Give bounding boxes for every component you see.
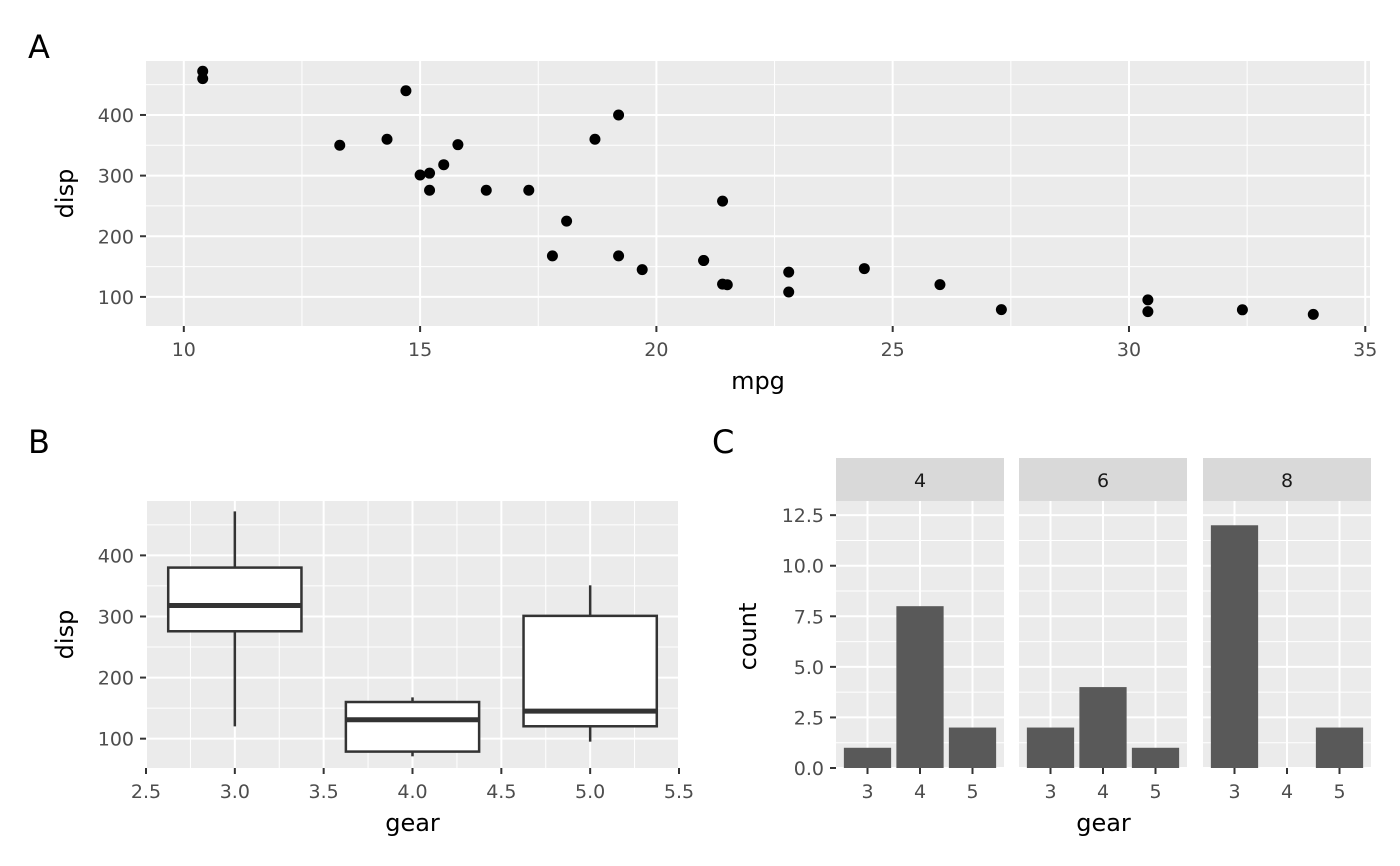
x-axis-label: mpg (731, 367, 785, 395)
facet-strip-label: 8 (1281, 470, 1293, 492)
faceted-bar-chart-gear-count: 4 3 4 5 6 3 4 5 8 3 4 5 0.0 2.5 5.0 7.5 10.0 12.5 gear coun… (734, 458, 1371, 837)
data-point (636, 264, 648, 276)
x-tick-label: 4 (1281, 781, 1293, 803)
data-point (783, 286, 795, 298)
data-point (334, 139, 346, 151)
bar (843, 747, 892, 768)
data-point (613, 250, 625, 262)
facet-strip-label: 6 (1097, 470, 1109, 492)
y-tick-label: 400 (98, 105, 134, 127)
data-point (783, 266, 795, 278)
y-tick-label: 2.5 (794, 707, 824, 729)
x-tick-label: 4 (914, 781, 926, 803)
box (344, 700, 481, 753)
y-tick-label: 12.5 (782, 505, 824, 527)
x-tick-label: 35 (1353, 339, 1377, 361)
data-point (480, 184, 492, 196)
data-point (934, 279, 946, 291)
data-point (995, 304, 1007, 316)
panel-tag-c: C (712, 423, 734, 461)
y-axis-label: disp (51, 610, 79, 660)
y-axis-label: disp (51, 169, 79, 219)
x-axis-label: gear (1076, 809, 1131, 837)
y-tick-label: 0.0 (794, 758, 824, 780)
bar (1026, 727, 1075, 768)
data-point (197, 73, 209, 85)
data-point (452, 139, 464, 151)
x-tick-label: 3 (861, 781, 873, 803)
y-tick-label: 300 (98, 606, 134, 628)
y-tick-label: 10.0 (782, 556, 824, 578)
x-tick-label: 20 (644, 339, 668, 361)
facet-strip (1203, 458, 1371, 501)
x-tick-label: 3 (1228, 781, 1240, 803)
box (166, 566, 303, 633)
data-point (561, 215, 573, 227)
x-tick-label: 5 (1149, 781, 1161, 803)
data-point (613, 109, 625, 121)
x-tick-label: 25 (881, 339, 905, 361)
y-tick-label: 7.5 (794, 606, 824, 628)
x-tick-label: 10 (172, 339, 196, 361)
facet-strip (836, 458, 1004, 501)
box (522, 614, 659, 728)
data-point (414, 169, 426, 181)
bar (948, 727, 997, 768)
data-point (400, 85, 412, 97)
y-tick-label: 400 (98, 545, 134, 567)
data-point (424, 167, 436, 179)
x-tick-label: 4.5 (486, 781, 516, 803)
y-tick-label: 100 (98, 287, 134, 309)
bar (1079, 687, 1127, 768)
facet-strip-label: 4 (914, 470, 926, 492)
data-point (1142, 306, 1154, 318)
data-point (546, 250, 558, 262)
y-tick-label: 300 (98, 166, 134, 188)
panel-tag-b: B (28, 423, 50, 461)
data-point (523, 184, 535, 196)
boxplot-gear-disp: 2.5 3.0 3.5 4.0 4.5 5.0 5.5 100 200 300 400 gear dis… (51, 501, 694, 837)
x-tick-label: 3.0 (220, 781, 250, 803)
x-tick-label: 5.0 (575, 781, 605, 803)
x-axis-label: gear (385, 809, 440, 837)
bar (896, 606, 944, 768)
panel-background (146, 61, 1370, 326)
scatter-plot-mpg-disp: 10 15 20 25 30 35 100 200 300 400 mpg disp (51, 61, 1377, 395)
x-tick-label: 5 (966, 781, 978, 803)
data-point (717, 195, 729, 207)
data-point (381, 133, 393, 145)
facet-strip (1019, 458, 1187, 501)
y-axis-label: count (734, 603, 762, 671)
data-point (698, 255, 710, 267)
data-point (438, 159, 450, 171)
data-point (717, 278, 729, 290)
x-tick-label: 4.0 (397, 781, 427, 803)
x-tick-label: 2.5 (131, 781, 161, 803)
x-tick-label: 30 (1117, 339, 1141, 361)
data-point (1307, 308, 1319, 320)
data-point (1236, 304, 1248, 316)
data-point (589, 133, 601, 145)
x-tick-label: 4 (1097, 781, 1109, 803)
x-tick-label: 5 (1333, 781, 1345, 803)
panel-tag-a: A (28, 28, 50, 66)
bar (1210, 525, 1259, 768)
y-tick-label: 100 (98, 729, 134, 751)
data-point (858, 263, 870, 275)
x-tick-label: 3 (1044, 781, 1056, 803)
x-tick-label: 5.5 (664, 781, 694, 803)
x-tick-label: 3.5 (309, 781, 339, 803)
data-point (1142, 294, 1154, 306)
bar (1315, 727, 1364, 768)
y-tick-label: 200 (98, 226, 134, 248)
y-tick-label: 200 (98, 668, 134, 690)
x-tick-label: 15 (408, 339, 432, 361)
y-tick-label: 5.0 (794, 657, 824, 679)
data-point (424, 184, 436, 196)
bar (1131, 747, 1180, 768)
